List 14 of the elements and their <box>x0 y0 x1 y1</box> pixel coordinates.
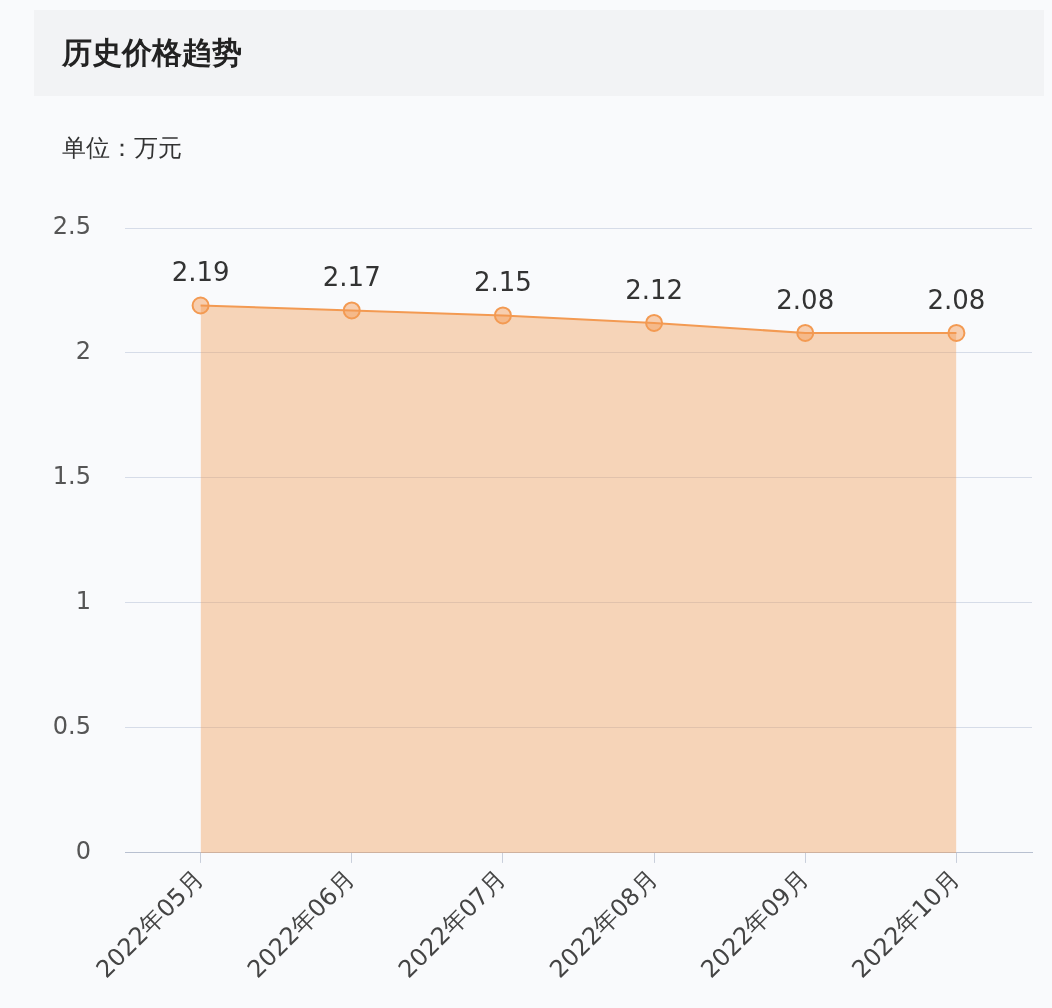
data-label: 2.15 <box>473 267 532 298</box>
y-tick-label: 1.5 <box>52 462 91 491</box>
data-label: 2.08 <box>776 284 835 315</box>
data-label: 2.08 <box>927 284 986 315</box>
data-label: 2.12 <box>625 274 684 305</box>
y-tick-label: 0 <box>75 837 91 866</box>
y-tick-label: 1 <box>75 587 91 616</box>
y-axis-title: 单位：万元 <box>62 133 182 164</box>
y-tick-label: 2 <box>75 337 91 366</box>
data-label: 2.19 <box>171 257 230 288</box>
data-label: 2.17 <box>322 262 381 293</box>
chart-title: 历史价格趋势 <box>34 10 1044 96</box>
y-tick-label: 0.5 <box>52 712 91 741</box>
y-tick-label: 2.5 <box>52 212 91 241</box>
